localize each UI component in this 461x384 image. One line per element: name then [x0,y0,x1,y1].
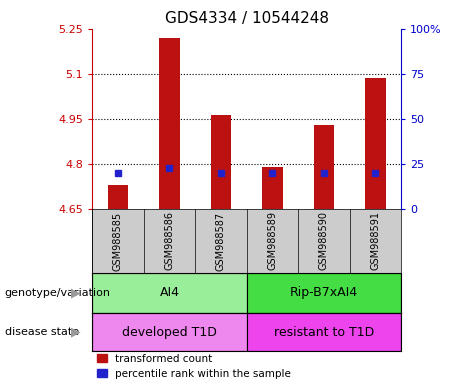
Text: GSM988587: GSM988587 [216,212,226,270]
Text: ▶: ▶ [71,326,81,339]
Bar [211,114,231,209]
Text: developed T1D: developed T1D [122,326,217,339]
Bar [247,273,401,313]
Text: GSM988589: GSM988589 [267,212,278,270]
Text: Rip-B7xAI4: Rip-B7xAI4 [290,286,358,299]
Bar [107,185,128,209]
Bar [262,167,283,209]
Text: resistant to T1D: resistant to T1D [274,326,374,339]
Bar [247,313,401,351]
Text: disease state: disease state [5,327,79,337]
Text: GSM988585: GSM988585 [113,212,123,270]
Text: genotype/variation: genotype/variation [5,288,111,298]
Bar [313,125,334,209]
Legend: transformed count, percentile rank within the sample: transformed count, percentile rank withi… [97,354,291,379]
Title: GDS4334 / 10544248: GDS4334 / 10544248 [165,11,329,26]
Text: GSM988590: GSM988590 [319,212,329,270]
Text: GSM988586: GSM988586 [165,212,174,270]
Bar [92,313,247,351]
Bar [92,273,247,313]
Text: GSM988591: GSM988591 [370,212,380,270]
Bar [365,78,385,209]
Text: AI4: AI4 [160,286,179,299]
Bar [159,38,180,209]
Text: ▶: ▶ [71,286,81,299]
